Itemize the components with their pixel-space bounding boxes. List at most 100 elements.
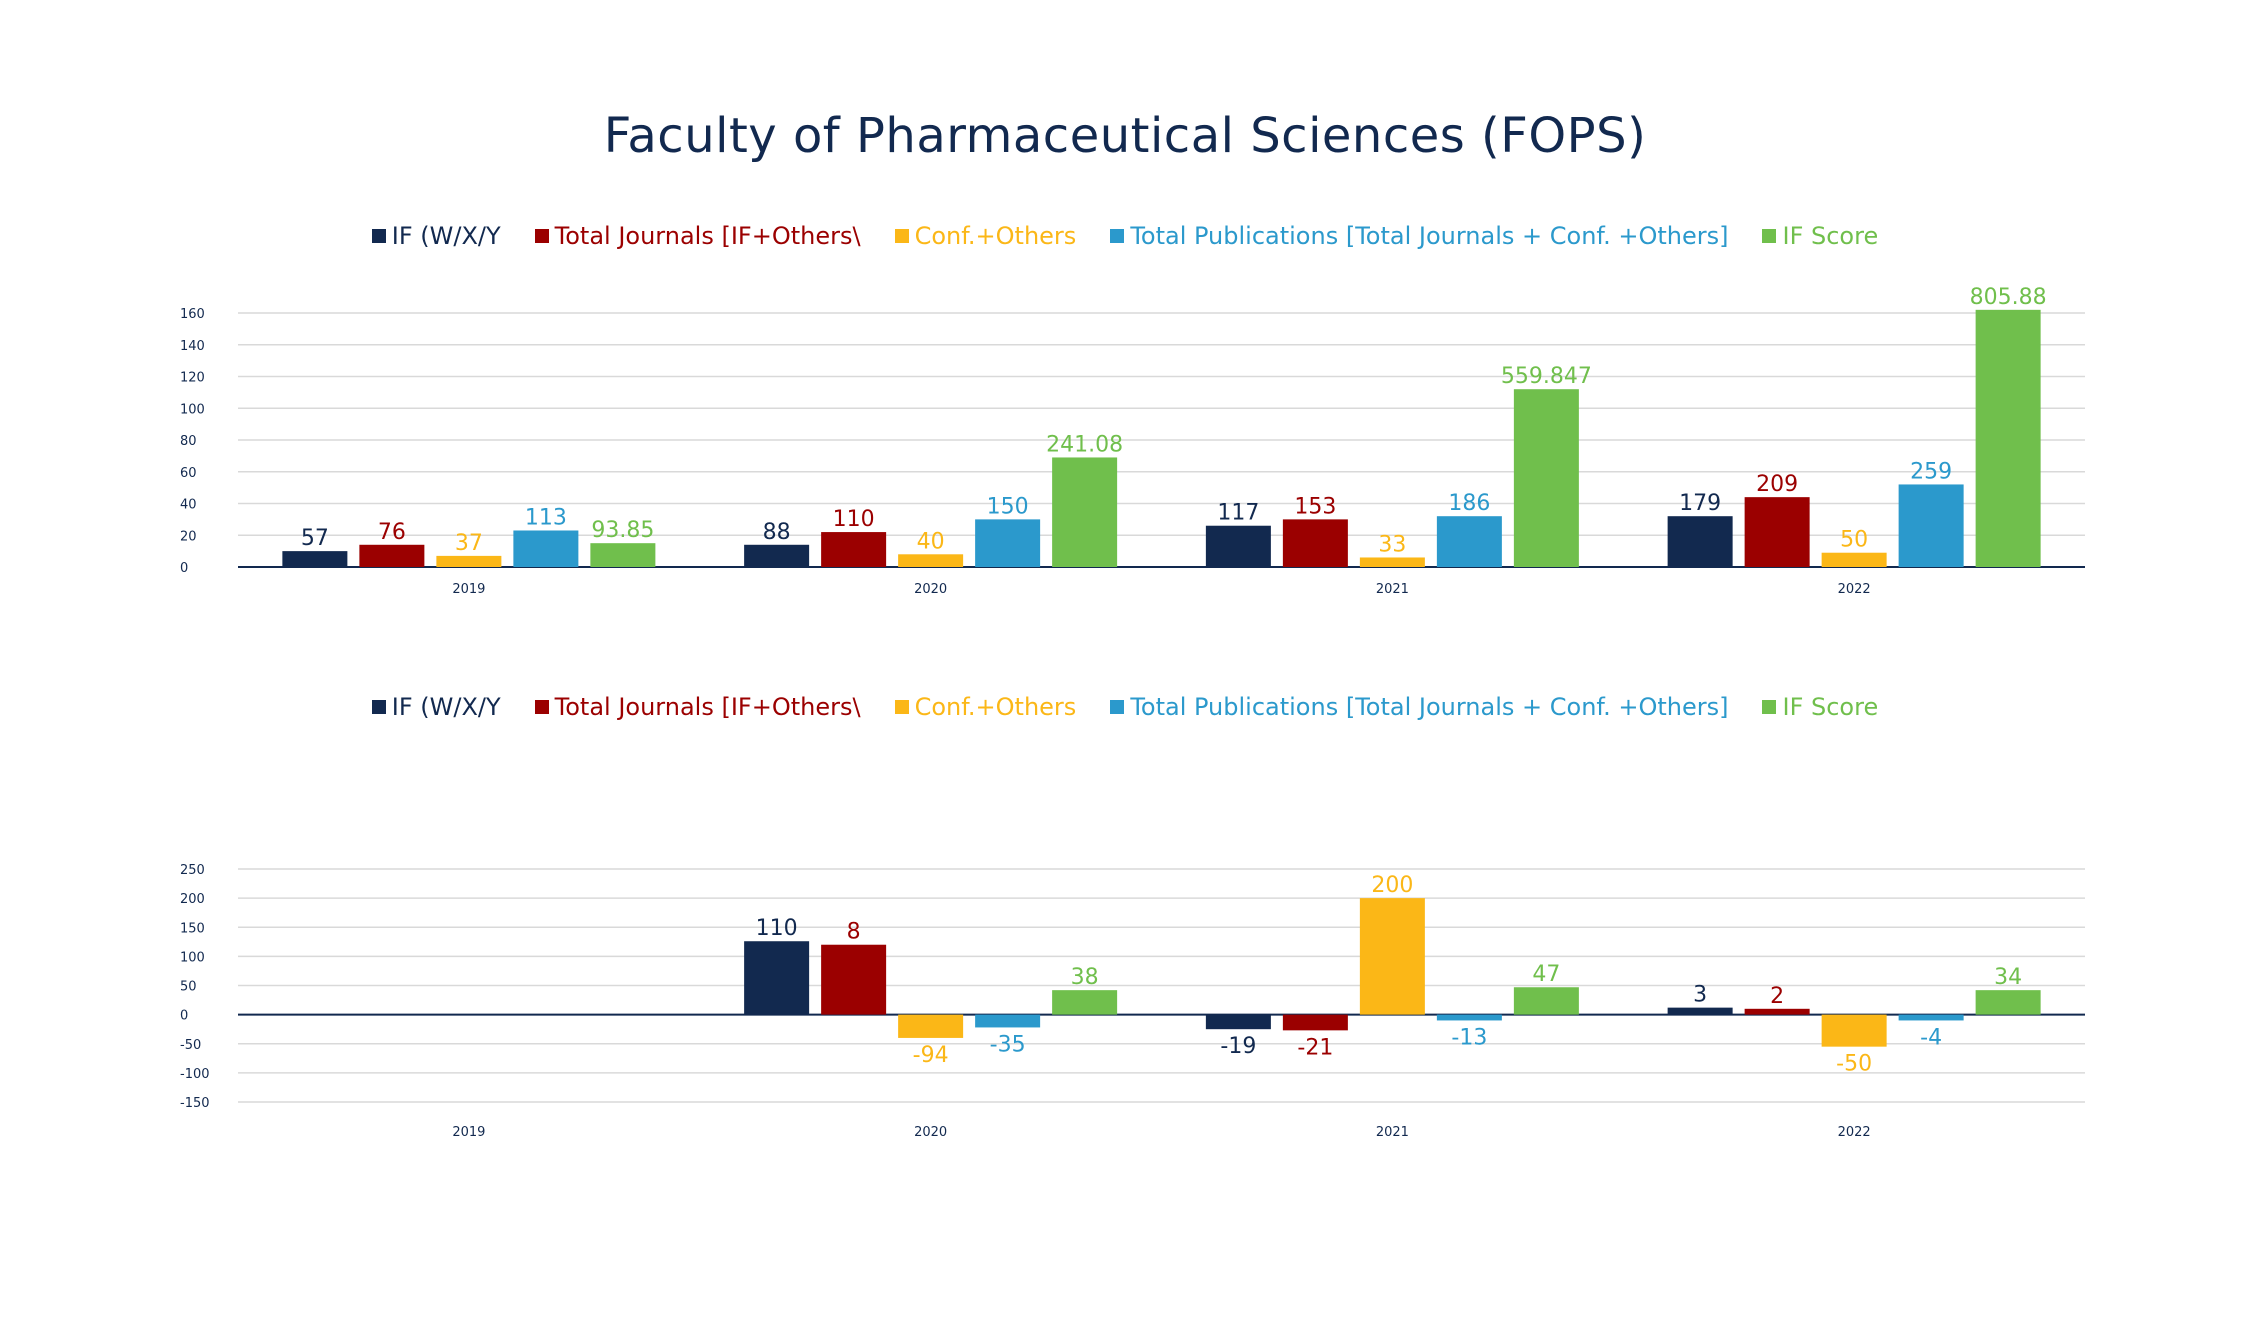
bar: [436, 555, 502, 567]
bar: [1744, 1008, 1810, 1015]
data-label: 117: [1217, 501, 1259, 526]
y-tick-label: 60: [180, 466, 197, 481]
y-tick-label: 100: [180, 402, 205, 417]
legend-label: IF Score: [1782, 222, 1879, 250]
data-label: 88: [763, 520, 791, 545]
data-label: 186: [1448, 491, 1490, 516]
bar: [1975, 309, 2041, 567]
legend-label: Total Journals [IF+Others\: [554, 222, 861, 250]
bar: [359, 544, 425, 567]
chart-bottom: 250 200 150 100 50 0 -50 -100 -150 2019 2020 110 8 -9…: [180, 863, 2085, 1140]
y-tick-label: -150: [180, 1096, 210, 1111]
bar: [1282, 519, 1348, 567]
bar: [1205, 1014, 1271, 1030]
x-tick-label: 2020: [914, 582, 947, 597]
data-label: -50: [1836, 1052, 1872, 1077]
data-label: 153: [1294, 494, 1336, 519]
legend-item: Total Publications [Total Journals + Con…: [1110, 222, 1728, 250]
data-label: 38: [1071, 965, 1099, 990]
y-tick-label: 200: [180, 892, 205, 907]
bar: [898, 554, 964, 567]
y-tick-label: -50: [180, 1038, 201, 1053]
data-label: 8: [847, 920, 861, 945]
bar: [1282, 1014, 1348, 1031]
data-label: 559.847: [1501, 364, 1592, 389]
bar: [1898, 484, 1964, 567]
legend-swatch: [1110, 229, 1125, 243]
data-label: -13: [1451, 1025, 1487, 1050]
data-label: 50: [1840, 528, 1868, 553]
bar: [821, 944, 887, 1015]
y-tick-label: 160: [180, 307, 205, 322]
x-tick-label: 2019: [452, 582, 485, 597]
legend-label: Conf.+Others: [914, 222, 1077, 250]
data-label: 241.08: [1046, 432, 1123, 457]
data-label: 76: [378, 520, 406, 545]
bar: [1821, 552, 1887, 567]
data-label: 110: [756, 916, 798, 941]
data-label: 200: [1371, 873, 1413, 898]
legend-swatch: [894, 700, 909, 714]
legend-item: Total Journals [IF+Others\: [534, 693, 861, 721]
y-tick-label: 250: [180, 863, 205, 878]
legend-swatch: [534, 700, 549, 714]
data-label: 40: [917, 529, 945, 554]
bar: [1052, 990, 1118, 1015]
data-label: 110: [833, 507, 875, 532]
data-label: 209: [1756, 472, 1798, 497]
y-tick-label: 80: [180, 434, 197, 449]
y-tick-label: 40: [180, 498, 197, 513]
bar: [898, 1014, 964, 1038]
bar: [1821, 1014, 1887, 1047]
data-label: 47: [1532, 962, 1560, 987]
y-tick-label: 140: [180, 339, 205, 354]
y-tick-label: 0: [180, 561, 188, 576]
legend-item: Total Publications [Total Journals + Con…: [1110, 693, 1728, 721]
bar: [975, 1014, 1041, 1028]
chart-legend-bottom: IF (W/X/Y Total Journals [IF+Others\ Conf.…: [0, 693, 2250, 721]
chart-top: 0 20 40 60 80 100 120 140 160 2019 57 76 37 113 93.85 2…: [180, 285, 2085, 597]
chart-legend-top: IF (W/X/Y Total Journals [IF+Others\ Conf.…: [0, 222, 2250, 250]
y-tick-label: 120: [180, 371, 205, 386]
legend-swatch: [534, 229, 549, 243]
bar: [1667, 1007, 1733, 1015]
data-label: 113: [525, 505, 567, 530]
legend-item: IF Score: [1762, 693, 1878, 721]
legend-swatch: [894, 229, 909, 243]
legend-swatch: [1762, 700, 1777, 714]
bar: [1052, 457, 1118, 567]
legend-label: Total Publications [Total Journals + Con…: [1130, 222, 1729, 250]
bar: [1975, 990, 2041, 1015]
data-label: 150: [987, 494, 1029, 519]
legend-item: Conf.+Others: [894, 693, 1076, 721]
bar: [1513, 389, 1579, 567]
y-tick-label: 150: [180, 921, 205, 936]
y-tick-label: 50: [180, 980, 197, 995]
legend-swatch: [371, 229, 386, 243]
bar: [1436, 516, 1502, 567]
legend-item: IF Score: [1762, 222, 1878, 250]
legend-swatch: [1110, 700, 1125, 714]
legend-label: IF Score: [1782, 693, 1879, 721]
data-label: 2: [1770, 984, 1784, 1009]
data-label: 33: [1378, 532, 1406, 557]
legend-label: Total Publications [Total Journals + Con…: [1130, 693, 1729, 721]
data-label: 179: [1679, 491, 1721, 516]
data-label: 93.85: [591, 518, 654, 543]
y-tick-label: 0: [180, 1009, 188, 1024]
data-label: 37: [455, 531, 483, 556]
bar: [1744, 497, 1810, 567]
data-label: -21: [1297, 1035, 1333, 1060]
data-label: 805.88: [1970, 285, 2047, 310]
legend-item: IF (W/X/Y: [371, 222, 501, 250]
bar: [821, 532, 887, 567]
data-label: -35: [990, 1032, 1026, 1057]
legend-swatch: [371, 700, 386, 714]
bar: [744, 544, 810, 567]
data-label: 34: [1994, 965, 2022, 990]
y-tick-label: -100: [180, 1067, 210, 1082]
x-tick-label: 2022: [1838, 1125, 1871, 1140]
x-tick-label: 2022: [1838, 582, 1871, 597]
legend-swatch: [1762, 229, 1777, 243]
y-tick-label: 100: [180, 950, 205, 965]
